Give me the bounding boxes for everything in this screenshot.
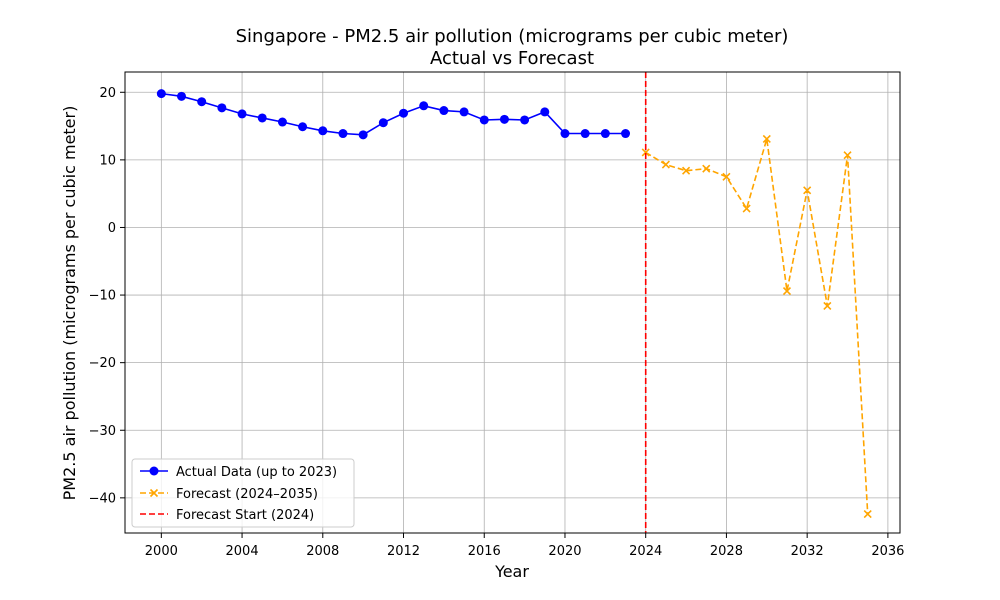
grid-lines — [125, 72, 900, 533]
data-point — [843, 151, 852, 160]
legend-box — [131, 458, 355, 528]
legend-marker-forecast — [149, 488, 159, 498]
axis-ticks: 2000 2004 2008 2012 2016 2020 2024 2028 2032 2036… — [89, 86, 905, 559]
y-tick-label: 0 — [108, 221, 116, 236]
data-point — [621, 129, 631, 139]
y-tick-label: −20 — [89, 356, 116, 371]
x-tick-label: 2028 — [710, 544, 743, 559]
data-point — [378, 118, 388, 128]
plot-series — [156, 72, 872, 533]
legend-marker-actual — [149, 466, 159, 476]
x-axis-label: Year — [494, 562, 529, 581]
data-point — [641, 148, 650, 157]
data-point — [803, 186, 812, 195]
data-point — [399, 108, 409, 118]
legend: Actual Data (up to 2023) Forecast (2024–… — [131, 458, 355, 528]
data-point — [358, 130, 368, 140]
legend-label-actual: Actual Data (up to 2023) — [176, 465, 337, 480]
y-tick-label: −40 — [89, 491, 116, 506]
data-point — [439, 106, 449, 116]
legend-label-forecast-start: Forecast Start (2024) — [176, 508, 314, 523]
x-tick-label: 2004 — [226, 544, 259, 559]
data-point — [520, 115, 530, 125]
data-point — [823, 301, 832, 310]
x-tick-label: 2000 — [145, 544, 178, 559]
series-line-1 — [645, 138, 869, 515]
y-tick-label: 20 — [99, 86, 116, 101]
y-axis-label: PM2.5 air pollution (micrograms per cubi… — [60, 106, 79, 501]
data-point — [419, 101, 429, 111]
x-tick-label: 2020 — [548, 544, 581, 559]
x-tick-label: 2036 — [871, 544, 904, 559]
x-tick-label: 2016 — [468, 544, 501, 559]
data-point — [217, 103, 227, 113]
data-point — [177, 91, 187, 101]
x-tick-label: 2008 — [306, 544, 339, 559]
data-point — [560, 129, 570, 139]
data-point — [661, 160, 670, 169]
legend-label-forecast: Forecast (2024–2035) — [176, 487, 318, 502]
y-tick-label: −10 — [89, 289, 116, 304]
data-point — [318, 126, 328, 136]
data-point — [298, 122, 308, 132]
x-tick-label: 2012 — [387, 544, 420, 559]
data-point — [863, 510, 872, 519]
data-point — [459, 107, 469, 117]
data-point — [338, 129, 348, 139]
data-point — [580, 129, 590, 139]
x-tick-label: 2024 — [629, 544, 662, 559]
y-tick-label: 10 — [99, 153, 116, 168]
data-point — [197, 97, 207, 107]
data-point — [479, 115, 489, 125]
chart-subtitle: Actual vs Forecast — [430, 48, 594, 69]
data-point — [722, 172, 731, 181]
data-point — [540, 107, 550, 117]
data-point — [600, 129, 610, 139]
data-point — [499, 114, 509, 124]
data-point — [782, 286, 792, 296]
data-point — [277, 117, 287, 127]
chart-title: Singapore - PM2.5 air pollution (microgr… — [236, 26, 789, 47]
data-point — [156, 89, 166, 99]
data-point — [237, 109, 247, 119]
data-point — [742, 204, 751, 213]
x-tick-label: 2032 — [791, 544, 824, 559]
y-tick-label: −30 — [89, 424, 116, 439]
data-point — [702, 164, 711, 173]
plot-frame — [124, 71, 901, 534]
data-point — [762, 134, 771, 143]
data-point — [682, 166, 691, 175]
data-point — [257, 113, 267, 123]
